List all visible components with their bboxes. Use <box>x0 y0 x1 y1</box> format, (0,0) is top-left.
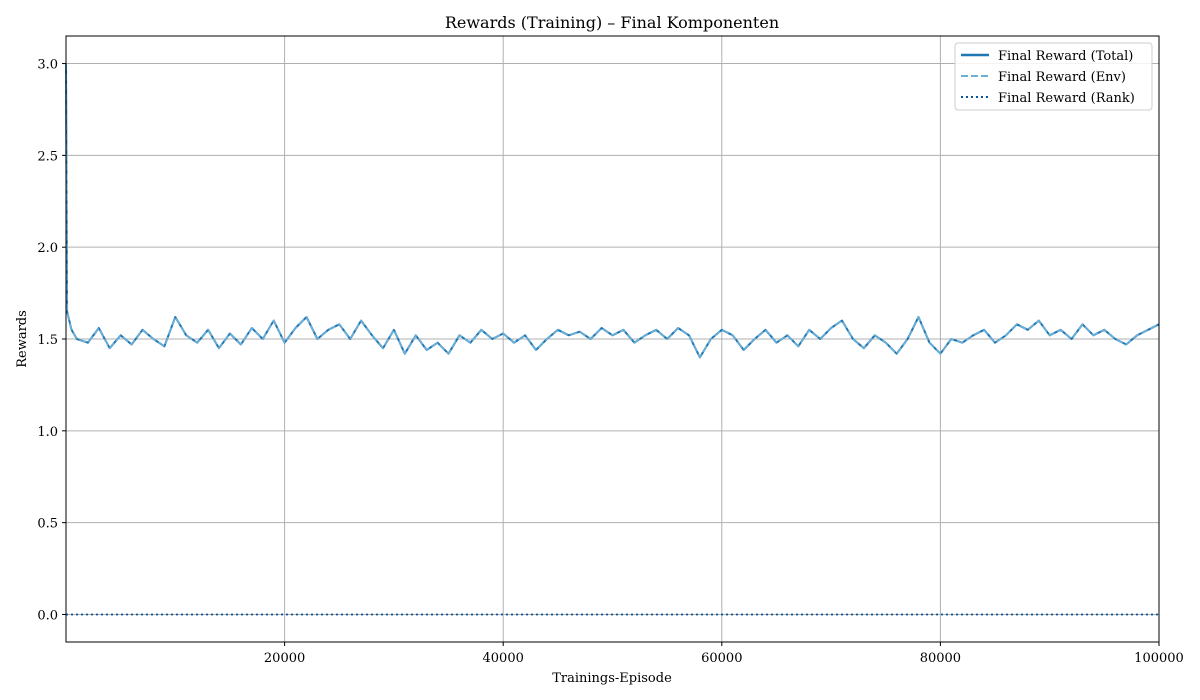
legend-label: Final Reward (Env) <box>998 70 1126 85</box>
x-tick-label: 80000 <box>920 651 961 666</box>
x-tick-label: 60000 <box>701 651 742 666</box>
series-line-0 <box>65 63 1160 359</box>
x-tick-label: 100000 <box>1134 651 1184 666</box>
chart-title: Rewards (Training) – Final Komponenten <box>445 13 779 32</box>
x-tick-label: 20000 <box>264 651 305 666</box>
x-tick-label: 40000 <box>483 651 524 666</box>
ticks: 20000 40000 60000 80000 100000 0.0 0.5 1.0 1.5 2.… <box>37 58 1184 666</box>
x-axis-label: Trainings-Episode <box>552 671 672 686</box>
legend-label: Final Reward (Rank) <box>998 91 1135 106</box>
y-tick-label: 2.5 <box>37 149 58 164</box>
y-tick-label: 0.5 <box>37 517 58 532</box>
y-tick-label: 0.0 <box>37 608 58 623</box>
legend-label: Final Reward (Total) <box>998 49 1133 64</box>
y-axis-label: Rewards <box>15 310 30 368</box>
grid <box>66 36 1160 642</box>
y-tick-label: 2.0 <box>37 241 58 256</box>
legend: Final Reward (Total) Final Reward (Env) Fi… <box>954 42 1153 111</box>
series-layer <box>65 63 1160 616</box>
y-tick-label: 1.0 <box>37 425 58 440</box>
y-tick-label: 3.0 <box>37 58 58 73</box>
legend-box <box>954 42 1153 111</box>
y-tick-label: 1.5 <box>37 333 58 348</box>
